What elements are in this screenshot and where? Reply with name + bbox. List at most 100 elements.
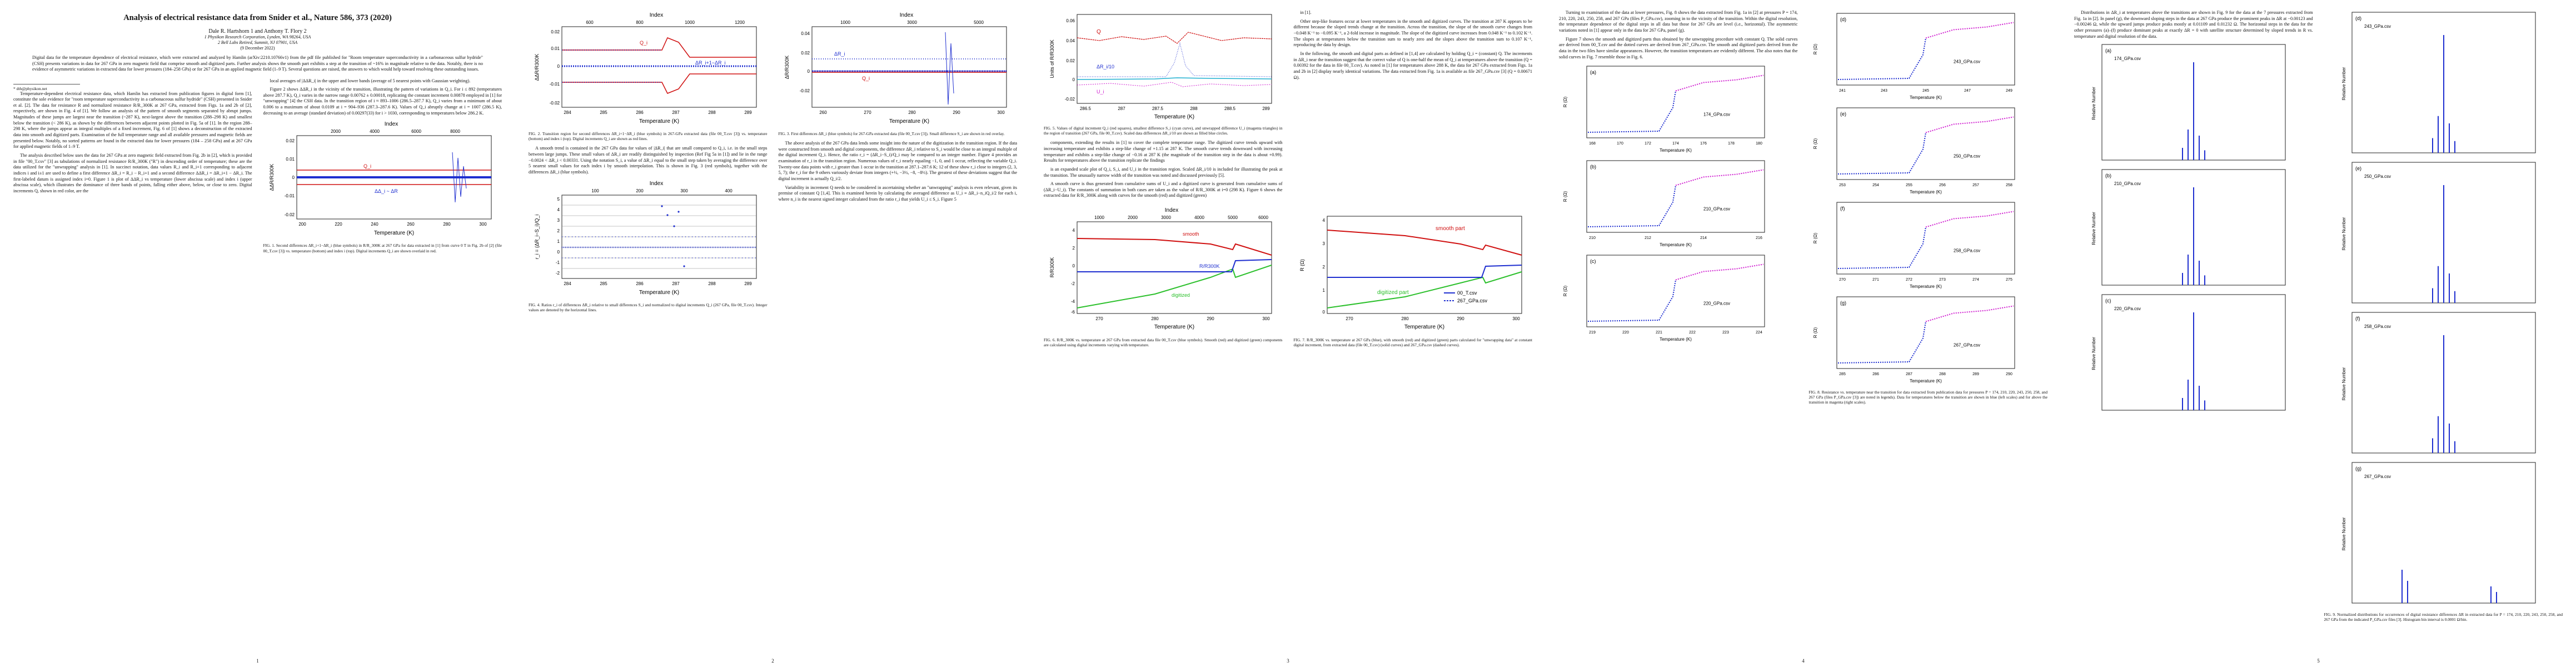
figure-9-left-panels: (a) 174_GPa.csv Relative Number (b) 210_GPa.… xyxy=(2074,42,2313,417)
fig8-panel: (c) 220_GPa.csv 219 220 221 222 223 224 R (Ω) Tem… xyxy=(1563,255,1765,342)
paper-title: Analysis of electrical resistance data f… xyxy=(123,13,392,22)
tick: 258 xyxy=(2006,183,2012,187)
fig8-panel-tag: (e) xyxy=(1840,111,1846,117)
paragraph: A smooth trend is contained in the 267 G… xyxy=(529,146,768,175)
fig8-high-t-data xyxy=(1925,211,2014,228)
fig6-smooth-curve xyxy=(1077,238,1272,256)
fig5-dr-label: ΔR_i/10 xyxy=(1097,64,1114,69)
tick: 221 xyxy=(1656,331,1662,335)
paragraph: Turning to examination of the data at lo… xyxy=(1559,10,1798,33)
tick: 289 xyxy=(744,281,752,286)
fig6-data-curve xyxy=(1077,259,1272,273)
tick: 4 xyxy=(1322,218,1325,223)
tick: 4 xyxy=(557,207,560,212)
page-number: 3 xyxy=(1287,658,1289,664)
tick: 300 xyxy=(1262,316,1270,321)
tick: 288 xyxy=(708,281,716,286)
fig8-panel-tag: (a) xyxy=(1590,69,1596,75)
tick: 275 xyxy=(2006,278,2012,282)
fig1-x-label: Temperature (K) xyxy=(373,230,413,236)
tick: 0.04 xyxy=(801,31,810,36)
tick: 273 xyxy=(1939,278,1946,282)
fig7-y-ticks: 4 3 2 1 0 xyxy=(1322,218,1325,315)
paragraph: A smooth curve is thus generated from cu… xyxy=(1044,181,1283,198)
page4-column-left: Turning to examination of the data at lo… xyxy=(1559,10,1798,409)
fig4-index-ticks: 100 200 300 400 xyxy=(591,188,733,193)
fig5-u-label: U_i xyxy=(1097,89,1104,94)
fig2-index-ticks: 600 800 1000 1200 xyxy=(586,20,745,25)
page3-column-right: in [1]. Other step-like features occur a… xyxy=(1294,10,1533,202)
fig3-index-ticks: 1000 3000 5000 xyxy=(840,20,984,25)
page2-column-right: Index 1000 3000 5000 ΔR_i Q_i 0.04 0.02 … xyxy=(779,10,1018,317)
tick: 285 xyxy=(600,110,607,115)
tick: 5000 xyxy=(1228,215,1238,220)
fig8-panel-frame xyxy=(1836,296,2015,369)
tick: 0.04 xyxy=(1066,38,1075,43)
fig9-y-label: Relative Number xyxy=(2341,217,2346,250)
tick: 172 xyxy=(1645,142,1651,146)
tick: 200 xyxy=(636,188,644,193)
tick: 1000 xyxy=(840,20,850,25)
page-number: 5 xyxy=(2317,658,2320,664)
figure-1: Index 2000 4000 6000 8000 Q_i ΔΔ_i ~ ΔR xyxy=(263,119,502,253)
fig8-low-t-data xyxy=(1837,227,1926,269)
tick: 1 xyxy=(557,239,560,244)
figure-4-caption: FIG. 4. Ratios r_i of differences ΔR_i r… xyxy=(529,302,768,312)
fig3-index-label: Index xyxy=(899,12,913,18)
fig5-y-ticks: 0.06 0.04 0.02 0 -0.02 xyxy=(1065,18,1075,102)
page2-column-left: Index 600 800 1000 1200 Q_i ΔR_i+1−ΔR_i … xyxy=(529,10,768,317)
fig4-y-ticks: 5 4 3 2 1 0 -1 -2 xyxy=(556,197,560,276)
tick: 800 xyxy=(636,20,644,25)
fig8-panel-tag: (d) xyxy=(1840,17,1846,22)
tick: 280 xyxy=(443,222,451,227)
page1-column-right: local averages of |ΔΔR_i| in the upper a… xyxy=(263,78,502,258)
figure-5-caption: FIG. 5. Values of digital increment Q_i … xyxy=(1044,126,1283,136)
fig8-y-label: R (Ω) xyxy=(1813,327,1818,339)
fig8-high-t-data xyxy=(1925,116,2014,133)
tick: 287 xyxy=(1906,372,1912,376)
tick: 600 xyxy=(586,20,594,25)
fig8-y-label: R (Ω) xyxy=(1813,44,1818,55)
fig9-y-label: Relative Number xyxy=(2091,337,2096,370)
fig8-panel: (a) 174_GPa.csv 168 170 172 174 176 178 180 R (Ω)… xyxy=(1563,66,1765,153)
tick: 3 xyxy=(1322,241,1325,246)
page3-column-left: Q ΔR_i/10 U_i 0.06 0.04 0.02 0 -0.02 Uni… xyxy=(1044,10,1283,202)
figure-8-right-panels: (d) 243_GPa.csv 241 243 245 247 249 R (Ω) Temper… xyxy=(1809,10,2048,388)
fig9-y-label: Relative Number xyxy=(2091,212,2096,245)
fig3-x-ticks: 260 270 280 290 300 xyxy=(819,110,1005,115)
fig7-digitized-curve xyxy=(1327,271,1522,309)
tick: 6000 xyxy=(411,129,421,134)
fig9-panel: (c)220_GPa.csv Relative Number xyxy=(2091,294,2286,411)
tick: 289 xyxy=(1262,106,1270,111)
tick: 0.01 xyxy=(551,46,560,51)
tick: 284 xyxy=(564,281,571,286)
fig8-low-t-data xyxy=(1837,38,1926,80)
fig5-y-label: Units of R/R300K xyxy=(1049,39,1055,78)
fig4-x-label: Temperature (K) xyxy=(639,290,679,296)
fig8-low-t-data xyxy=(1587,185,1676,228)
tick: 300 xyxy=(680,188,688,193)
tick: 280 xyxy=(1151,316,1159,321)
fig9-panel-tag: (b) xyxy=(2105,173,2111,178)
fig5-x-ticks: 286.5 287 287.5 288 288.5 289 xyxy=(1080,106,1270,111)
fig9-y-label: Relative Number xyxy=(2341,367,2346,400)
tick: 288 xyxy=(708,110,716,115)
fig8-low-t-data xyxy=(1587,280,1676,322)
tick: 288 xyxy=(1190,106,1198,111)
fig8-panel-file: 210_GPa.csv xyxy=(1703,207,1730,212)
fig9-panel: (b)210_GPa.csv Relative Number xyxy=(2091,169,2286,286)
fig9-panel: (f) 258_GPa.csv Relative Number xyxy=(2341,312,2535,454)
fig8-x-label: Temperature (K) xyxy=(1660,337,1692,342)
tick: 0.02 xyxy=(286,138,295,143)
tick: 1000 xyxy=(1094,215,1104,220)
fig5-q-curve xyxy=(1077,32,1272,44)
tick: 286 xyxy=(1872,372,1879,376)
figure-5-plot: Q ΔR_i/10 U_i 0.06 0.04 0.02 0 -0.02 Uni… xyxy=(1049,14,1272,120)
fig8-panel-frame xyxy=(1586,255,1765,327)
tick: 0 xyxy=(292,175,295,180)
tick: 6000 xyxy=(1258,215,1268,220)
fig8-low-t-data xyxy=(1837,132,1926,175)
page-2: Index 600 800 1000 1200 Q_i ΔR_i+1−ΔR_i … xyxy=(515,0,1030,667)
tick: 270 xyxy=(1839,278,1846,282)
page4-column-right: (d) 243_GPa.csv 241 243 245 247 249 R (Ω) Temper… xyxy=(1809,10,2048,409)
